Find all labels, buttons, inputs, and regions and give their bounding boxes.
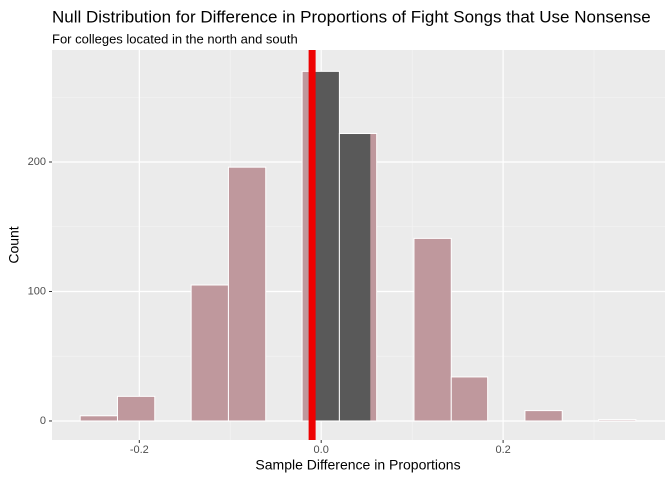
- y-tick-label: 200: [28, 156, 46, 168]
- bar-outline: [413, 237, 452, 422]
- shade: [117, 396, 155, 421]
- y-tick-label: 0: [40, 415, 46, 427]
- bar-outline: [116, 395, 156, 422]
- shade: [598, 419, 636, 421]
- shade: [451, 376, 488, 421]
- bar-outline: [598, 419, 637, 422]
- shade: [413, 238, 452, 421]
- shade: [302, 71, 313, 421]
- shade: [370, 133, 377, 421]
- bar-outline: [524, 410, 563, 422]
- shade: [80, 415, 118, 421]
- bar-outline: [227, 166, 267, 422]
- chart-subtitle: For colleges located in the north and so…: [52, 31, 298, 46]
- shade: [191, 285, 229, 421]
- x-axis-label: Sample Difference in Proportions: [255, 457, 460, 473]
- y-tick-label: 100: [28, 285, 46, 297]
- shade: [524, 410, 563, 421]
- shade: [228, 167, 266, 421]
- y-axis-label: Count: [6, 226, 22, 263]
- bar-outline: [338, 133, 378, 422]
- x-tick-label: 0.2: [495, 444, 510, 456]
- bar-outline: [450, 376, 489, 422]
- chart-title: Null Distribution for Difference in Prop…: [52, 7, 651, 26]
- x-tick-label: 0.0: [314, 444, 329, 456]
- x-tick-label: -0.2: [130, 444, 149, 456]
